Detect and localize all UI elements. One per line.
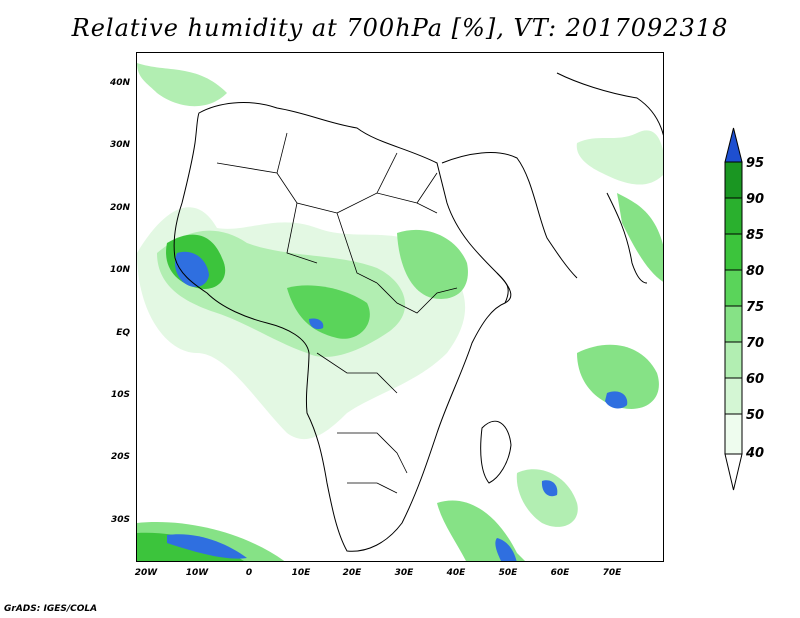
lat-label-20s: 20S: [110, 452, 130, 462]
colorbar-bin-70-75: [724, 305, 743, 343]
coastlines: [173, 72, 663, 552]
lon-label-70e: 70E: [602, 568, 622, 578]
lon-label-40e: 40E: [446, 568, 466, 578]
colorbar-bin-40-50: [724, 413, 743, 455]
colorbar-label-90: 90: [746, 192, 765, 207]
lon-label-30e: 30E: [394, 568, 414, 578]
humidity-map: [137, 63, 663, 561]
colorbar-bin-50-60: [724, 377, 743, 415]
colorbar-label-50: 50: [746, 408, 765, 423]
lon-label-20w: 20W: [134, 568, 158, 578]
lon-label-10e: 10E: [291, 568, 311, 578]
lon-label-0: 0: [245, 568, 253, 578]
humidity-max-patches: [167, 251, 628, 561]
colorbar-bin-90-95: [724, 161, 743, 199]
colorbar-bin-80-85: [724, 233, 743, 271]
colorbar-arrow-bottom: [724, 453, 743, 491]
colorbar-arrow-top: [724, 127, 743, 163]
country-borders: [216, 132, 458, 494]
colorbar-bin-75-80: [724, 269, 743, 307]
lat-label-40n: 40N: [109, 78, 130, 88]
colorbar-label-95: 95: [746, 156, 765, 171]
lon-label-10w: 10W: [185, 568, 209, 578]
lat-label-eq: EQ: [116, 328, 130, 338]
lat-label-20n: 20N: [109, 203, 130, 213]
grads-credit: GrADS: IGES/COLA: [4, 604, 98, 614]
plot-title: Relative humidity at 700hPa [%], VT: 201…: [71, 14, 729, 42]
lon-label-60e: 60E: [550, 568, 570, 578]
colorbar-label-70: 70: [746, 336, 765, 351]
colorbar-bin-60-70: [724, 341, 743, 379]
colorbar-label-40: 40: [746, 446, 765, 461]
colorbar-bin-85-90: [724, 197, 743, 235]
lat-label-30n: 30N: [109, 140, 130, 150]
colorbar-label-75: 75: [746, 300, 765, 315]
colorbar-label-85: 85: [746, 228, 765, 243]
lon-label-50e: 50E: [498, 568, 518, 578]
lat-label-10n: 10N: [109, 265, 130, 275]
colorbar-label-60: 60: [746, 372, 765, 387]
lon-label-20e: 20E: [342, 568, 362, 578]
lat-label-30s: 30S: [110, 515, 130, 525]
humidity-shading: [137, 63, 663, 561]
colorbar-label-80: 80: [746, 264, 765, 279]
lat-label-10s: 10S: [110, 390, 130, 400]
map-panel: [136, 52, 664, 562]
